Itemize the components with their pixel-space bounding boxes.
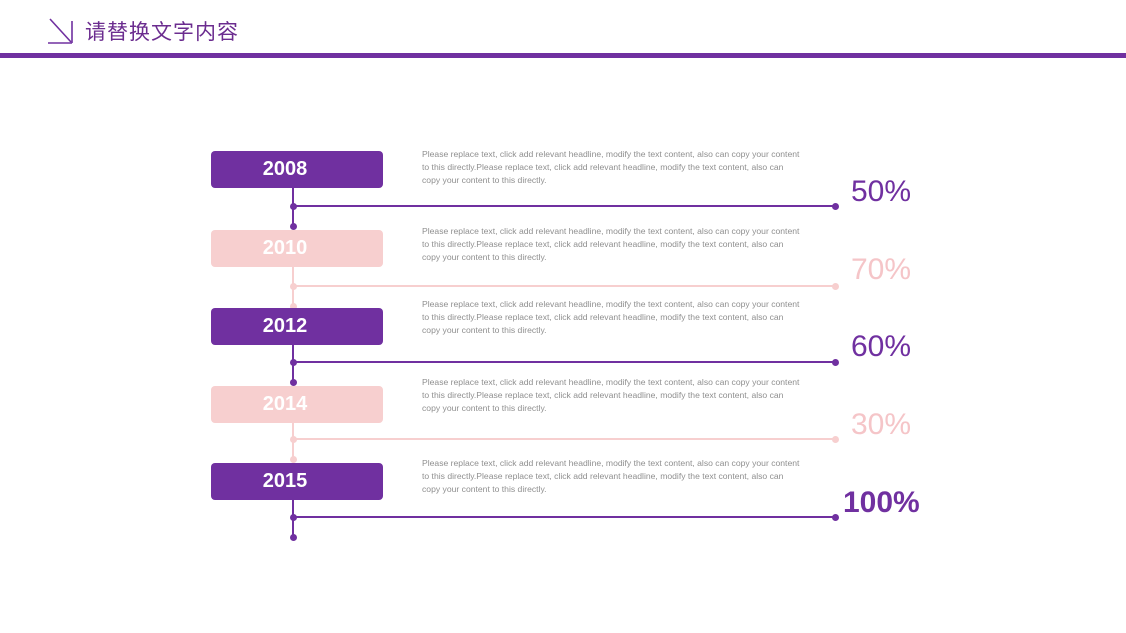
timeline-node-dot — [289, 513, 297, 521]
line-end-dot — [831, 435, 839, 443]
timeline-stub-dot — [289, 222, 297, 230]
corner-arrow-icon — [48, 18, 73, 44]
year-label: 2014 — [211, 386, 383, 423]
timeline-stub-dot — [289, 302, 297, 310]
timeline-node-dot — [289, 435, 297, 443]
description-text: Please replace text, click add relevant … — [422, 226, 800, 262]
percent-value: 30% — [851, 408, 912, 441]
percent-value: 60% — [851, 330, 912, 363]
timeline-line — [293, 361, 835, 363]
line-end-dot — [831, 282, 839, 290]
year-label: 2015 — [211, 463, 383, 500]
timeline-stub-dot — [289, 533, 297, 541]
timeline-stub-dot — [289, 378, 297, 386]
header-divider — [0, 53, 1126, 58]
percent-value: 70% — [851, 253, 912, 286]
percent-value: 100% — [843, 486, 920, 519]
timeline-node-dot — [289, 358, 297, 366]
timeline-node-dot — [289, 282, 297, 290]
description-text: Please replace text, click add relevant … — [422, 377, 800, 413]
year-label: 2010 — [211, 230, 383, 267]
description-text: Please replace text, click add relevant … — [422, 299, 800, 335]
line-end-dot — [831, 358, 839, 366]
timeline-line — [293, 438, 835, 440]
timeline-node-dot — [289, 202, 297, 210]
percent-value: 50% — [851, 175, 912, 208]
timeline-stub-dot — [289, 455, 297, 463]
line-end-dot — [831, 513, 839, 521]
timeline-line — [293, 285, 835, 287]
year-label: 2012 — [211, 308, 383, 345]
description-text: Please replace text, click add relevant … — [422, 458, 800, 494]
page-title: 请替换文字内容 — [85, 20, 239, 44]
timeline-line — [293, 205, 835, 207]
timeline-line — [293, 516, 835, 518]
description-text: Please replace text, click add relevant … — [422, 149, 800, 185]
year-label: 2008 — [211, 151, 383, 188]
line-end-dot — [831, 202, 839, 210]
